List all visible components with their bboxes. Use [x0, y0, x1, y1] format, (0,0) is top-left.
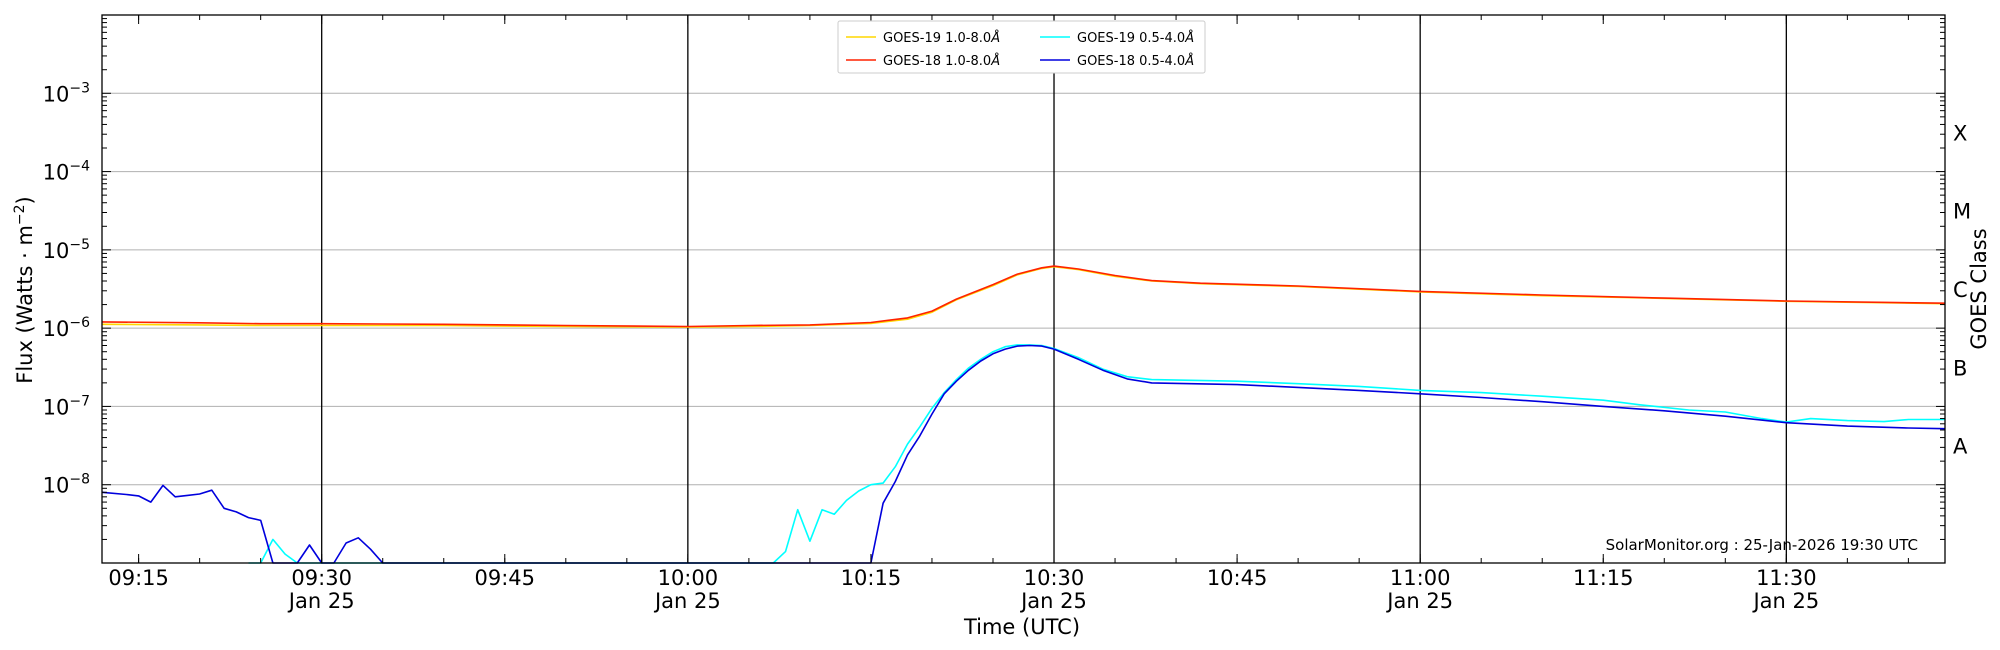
- y-axis-title-close: ): [13, 196, 37, 204]
- y-tick-exponent: −6: [69, 315, 90, 331]
- y-tick-exponent: −4: [69, 159, 90, 175]
- x-tick-label: 09:15: [108, 566, 169, 590]
- y-tick-exponent: −5: [69, 237, 90, 253]
- watermark-annotation: SolarMonitor.org : 25-Jan-2026 19:30 UTC: [1606, 536, 1918, 554]
- series-line: [101, 265, 1946, 328]
- x-tick-label: 09:30: [291, 566, 352, 590]
- legend-label: GOES-19 1.0-8.0Å: [883, 30, 1000, 46]
- x-tick-label: 11:30: [1756, 566, 1817, 590]
- goes-class-labels: A B C M X: [1953, 121, 1971, 458]
- y-tick-exponent: −8: [69, 472, 90, 488]
- y-tick-label: 10−7: [43, 393, 90, 419]
- legend-unit-symbol: Å: [990, 30, 1000, 46]
- x-tick-label: 10:15: [841, 566, 902, 590]
- goes-class-label: B: [1953, 356, 1967, 380]
- y-tick-base: 10: [43, 239, 70, 263]
- legend-unit-symbol: Å: [990, 53, 1000, 69]
- y-tick-base: 10: [43, 161, 70, 185]
- legend-series-name: GOES-19 0.5-4.0: [1077, 31, 1185, 46]
- legend-label: GOES-18 0.5-4.0Å: [1077, 53, 1194, 69]
- legend-box: [837, 20, 1206, 74]
- goes-class-label: M: [1953, 200, 1971, 224]
- y-tick-base: 10: [43, 82, 70, 106]
- y-axis-title-main: Flux (Watts · m: [13, 225, 37, 384]
- x-tick-label: 10:30: [1024, 566, 1085, 590]
- legend-unit-symbol: Å: [1184, 30, 1194, 46]
- y-tick-exponent: −7: [69, 393, 90, 409]
- x-tick-date-label: Jan 25: [287, 589, 355, 613]
- y-tick-label: 10−6: [43, 315, 90, 341]
- x-tick-date-label: Jan 25: [653, 589, 721, 613]
- goes-class-label: A: [1953, 435, 1968, 459]
- y-tick-label: 10−8: [43, 472, 90, 498]
- x-tick-label: 11:00: [1390, 566, 1451, 590]
- legend-label: GOES-18 1.0-8.0Å: [883, 53, 1000, 69]
- x-tick-label: 09:45: [475, 566, 536, 590]
- y-axis-title-sup: −2: [12, 204, 28, 225]
- x-axis-title: Time (UTC): [963, 615, 1080, 639]
- x-tick-date-label: Jan 25: [1385, 589, 1453, 613]
- plot-frame: [101, 14, 1946, 564]
- y-tick-label: 10−4: [43, 159, 90, 185]
- legend-series-name: GOES-19 1.0-8.0: [883, 31, 991, 46]
- x-tick-label: 11:15: [1573, 566, 1634, 590]
- goes-class-axis-title: GOES Class: [1967, 228, 1991, 349]
- y-tick-base: 10: [43, 317, 70, 341]
- y-tick-exponent: −3: [69, 80, 90, 96]
- goes-class-label: X: [1953, 121, 1967, 145]
- y-axis-title: Flux (Watts · m−2): [12, 196, 37, 384]
- series-line: [101, 344, 1946, 564]
- x-tick-date-label: Jan 25: [1751, 589, 1819, 613]
- grid-layer: [102, 92, 1945, 486]
- y-tick-base: 10: [43, 474, 70, 498]
- vertical-lines-layer: [321, 15, 1787, 563]
- legend-label: GOES-19 0.5-4.0Å: [1077, 30, 1194, 46]
- legend-unit-symbol: Å: [1184, 53, 1194, 69]
- x-tick-label: 10:00: [658, 566, 719, 590]
- series-line: [248, 344, 1945, 564]
- y-tick-base: 10: [43, 395, 70, 419]
- x-tick-date-label: Jan 25: [1019, 589, 1087, 613]
- y-tick-label: 10−5: [43, 237, 90, 263]
- legend-series-name: GOES-18 1.0-8.0: [883, 54, 991, 69]
- legend-series-name: GOES-18 0.5-4.0: [1077, 54, 1185, 69]
- y-tick-label: 10−3: [43, 80, 90, 106]
- goes-class-label: C: [1953, 278, 1968, 302]
- x-tick-label: 10:45: [1207, 566, 1268, 590]
- series-layer: [101, 265, 1946, 564]
